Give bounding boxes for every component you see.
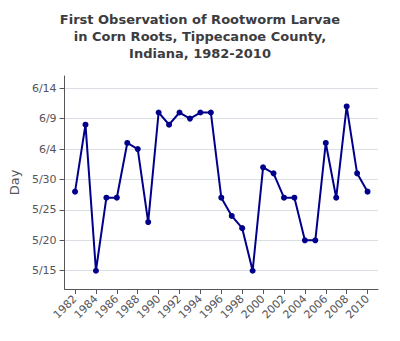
svg-text:1984: 1984 [71, 292, 101, 322]
svg-text:1996: 1996 [196, 292, 226, 322]
svg-text:2004: 2004 [280, 292, 310, 322]
svg-text:1998: 1998 [217, 292, 247, 322]
svg-text:2008: 2008 [322, 292, 352, 322]
svg-text:1988: 1988 [113, 292, 143, 322]
svg-text:in Corn Roots, Tippecanoe Coun: in Corn Roots, Tippecanoe County, [74, 29, 327, 44]
svg-text:5/30: 5/30 [32, 173, 57, 186]
svg-text:Indiana, 1982-2010: Indiana, 1982-2010 [129, 46, 271, 61]
svg-text:First Observation of Rootworm: First Observation of Rootworm Larvae [60, 12, 341, 27]
svg-text:5/20: 5/20 [32, 234, 57, 247]
svg-text:2002: 2002 [259, 292, 289, 322]
svg-text:5/25: 5/25 [32, 203, 57, 216]
svg-text:1982: 1982 [50, 292, 80, 322]
svg-text:2010: 2010 [343, 292, 372, 321]
svg-text:Day: Day [7, 169, 22, 195]
svg-text:6/9: 6/9 [39, 112, 57, 125]
svg-text:6/4: 6/4 [39, 143, 57, 156]
svg-text:6/14: 6/14 [32, 82, 57, 95]
svg-text:1994: 1994 [176, 292, 205, 322]
svg-text:2006: 2006 [301, 292, 331, 322]
svg-text:5/15: 5/15 [32, 264, 57, 277]
svg-text:1992: 1992 [155, 292, 185, 322]
svg-text:2000: 2000 [238, 292, 268, 322]
svg-text:1986: 1986 [92, 292, 122, 322]
svg-text:1990: 1990 [134, 292, 164, 322]
